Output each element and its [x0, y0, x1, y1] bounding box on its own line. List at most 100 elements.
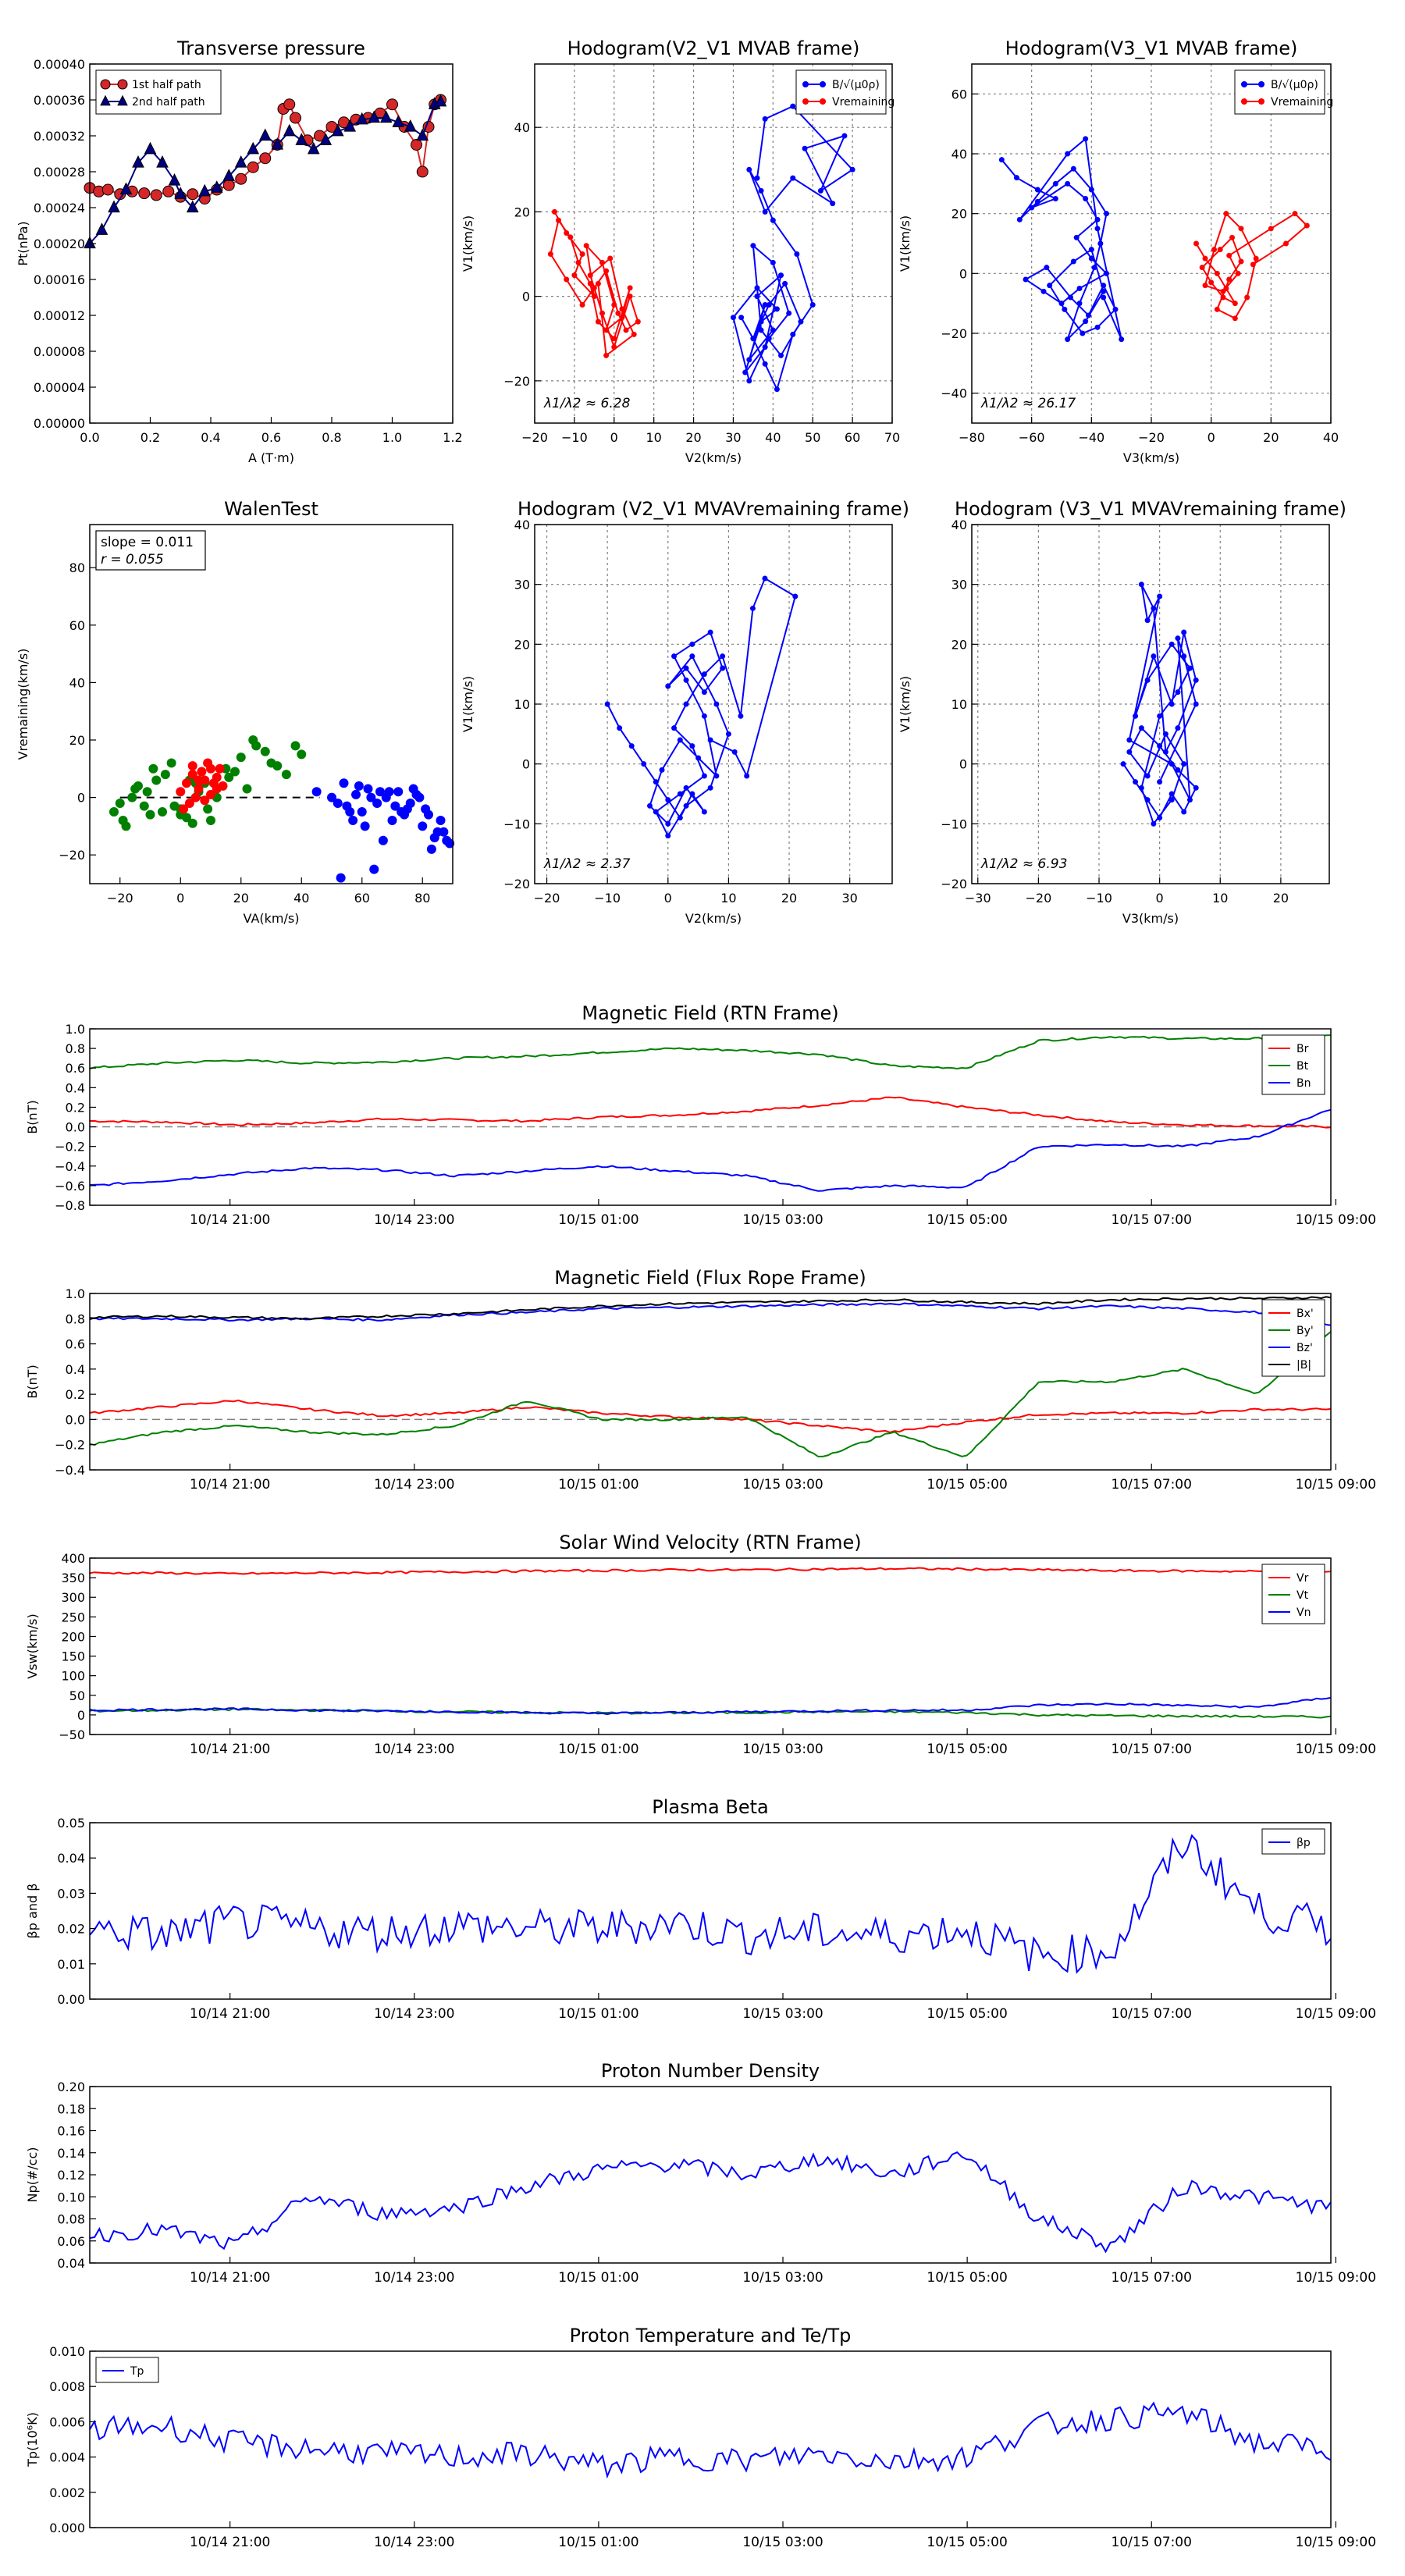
data-point — [1151, 653, 1157, 660]
data-point — [187, 188, 199, 201]
data-point — [794, 251, 800, 258]
chart-title: Proton Temperature and Te/Tp — [570, 2325, 852, 2347]
data-point — [615, 310, 621, 316]
data-point — [290, 741, 301, 751]
x-tick-label: 50 — [805, 430, 820, 445]
data-point — [1175, 689, 1181, 696]
data-point — [1023, 276, 1029, 283]
data-point — [725, 731, 731, 737]
data-point — [1088, 247, 1094, 253]
data-point — [707, 785, 713, 791]
series-Vremaining — [547, 208, 641, 358]
plot-area — [972, 64, 1331, 423]
x-tick-label: 0.4 — [201, 430, 220, 445]
data-point — [591, 285, 597, 291]
slope-text: slope = 0.011 — [101, 535, 194, 550]
y-tick-label: 0.6 — [66, 1061, 85, 1076]
data-point — [224, 772, 234, 782]
data-point — [830, 201, 836, 207]
y-tick-label: 20 — [514, 205, 530, 219]
data-point — [372, 798, 382, 808]
y-tick-label: 0 — [959, 266, 967, 281]
legend: 1st half path 2nd half path — [95, 69, 222, 115]
x-axis-label: V3(km/s) — [1122, 911, 1179, 926]
data-point — [418, 821, 428, 831]
data-point — [762, 208, 768, 215]
data-point — [187, 818, 197, 828]
legend-label: Bz' — [1297, 1342, 1313, 1354]
chart-h2: −80 −60 −40 −20 0 20 40 −40 −20 0 20 40 60 Hodogram(V… — [898, 37, 1339, 465]
data-point — [1151, 605, 1157, 611]
data-point — [1094, 226, 1101, 232]
data-point — [1283, 240, 1289, 247]
data-point — [1253, 255, 1259, 262]
legend-label: B/√(μ0ρ) — [832, 79, 880, 91]
data-point — [770, 217, 776, 223]
y-axis-label: V1(km/s) — [898, 215, 912, 272]
legend-label: Br — [1297, 1043, 1309, 1055]
data-point — [713, 773, 720, 779]
series-Np — [89, 2151, 1332, 2254]
y-tick-label: −0.4 — [55, 1463, 85, 1478]
data-point — [611, 344, 617, 350]
data-point — [998, 157, 1005, 163]
chart-title: Hodogram(V3_V1 MVAB frame) — [1005, 37, 1298, 59]
data-point — [357, 807, 367, 817]
data-point — [339, 778, 349, 788]
chart-title: Proton Number Density — [601, 2060, 820, 2082]
data-point — [1014, 175, 1019, 181]
data-point — [345, 807, 355, 817]
y-tick-label: 0.00032 — [34, 129, 85, 144]
data-point — [393, 787, 404, 797]
data-point — [369, 864, 379, 874]
y-tick-label: 40 — [951, 518, 967, 532]
y-tick-label: 0.20 — [57, 2080, 85, 2094]
data-point — [762, 361, 768, 367]
x-tick-label: 40 — [293, 891, 309, 906]
series-B-0- — [998, 136, 1125, 343]
series-Bn — [89, 1108, 1332, 1192]
data-point — [156, 155, 169, 168]
data-point — [392, 115, 405, 127]
x-tick-label: 1.0 — [382, 430, 402, 445]
data-point — [641, 761, 647, 767]
data-point — [1097, 240, 1104, 247]
data-point — [203, 804, 213, 814]
data-point — [1126, 737, 1133, 743]
y-tick-label: 30 — [514, 578, 530, 592]
legend-label: B/√(μ0ρ) — [1271, 79, 1318, 91]
chart-title: Transverse pressure — [176, 37, 365, 59]
data-point — [434, 94, 447, 107]
data-point — [786, 310, 792, 316]
data-point — [713, 701, 720, 707]
data-point — [1193, 701, 1199, 707]
data-point — [802, 145, 808, 151]
x-tick-label: −30 — [965, 891, 991, 906]
y-tick-label: 0.00016 — [34, 272, 85, 287]
y-axis-label: Vsw(km/s) — [25, 1614, 40, 1678]
data-point — [1181, 653, 1187, 660]
y-tick-label: 0.4 — [66, 1362, 85, 1377]
x-tick-label: −10 — [594, 891, 621, 906]
data-point — [635, 318, 641, 325]
data-point — [411, 139, 422, 151]
data-point — [1162, 749, 1168, 755]
series-hodogram — [604, 575, 799, 839]
data-point — [404, 119, 417, 132]
axes-frame — [89, 1822, 1332, 2000]
legend: βp — [1261, 1828, 1325, 1855]
charts-group: 0.0 0.2 0.4 0.6 0.8 1.0 1.20.000000.000040.000… — [16, 37, 1376, 2550]
data-point — [746, 357, 752, 363]
data-point — [762, 116, 768, 122]
data-point — [683, 701, 689, 707]
legend-label: By' — [1297, 1325, 1314, 1337]
data-point — [179, 804, 189, 814]
data-point — [169, 801, 180, 811]
y-tick-label: 0.02 — [57, 1922, 85, 1937]
data-point — [599, 259, 606, 265]
x-tick-label: 10/15 03:00 — [742, 1212, 823, 1228]
y-tick-label: 0.0 — [66, 1412, 85, 1427]
x-tick-label: −20 — [534, 891, 560, 906]
